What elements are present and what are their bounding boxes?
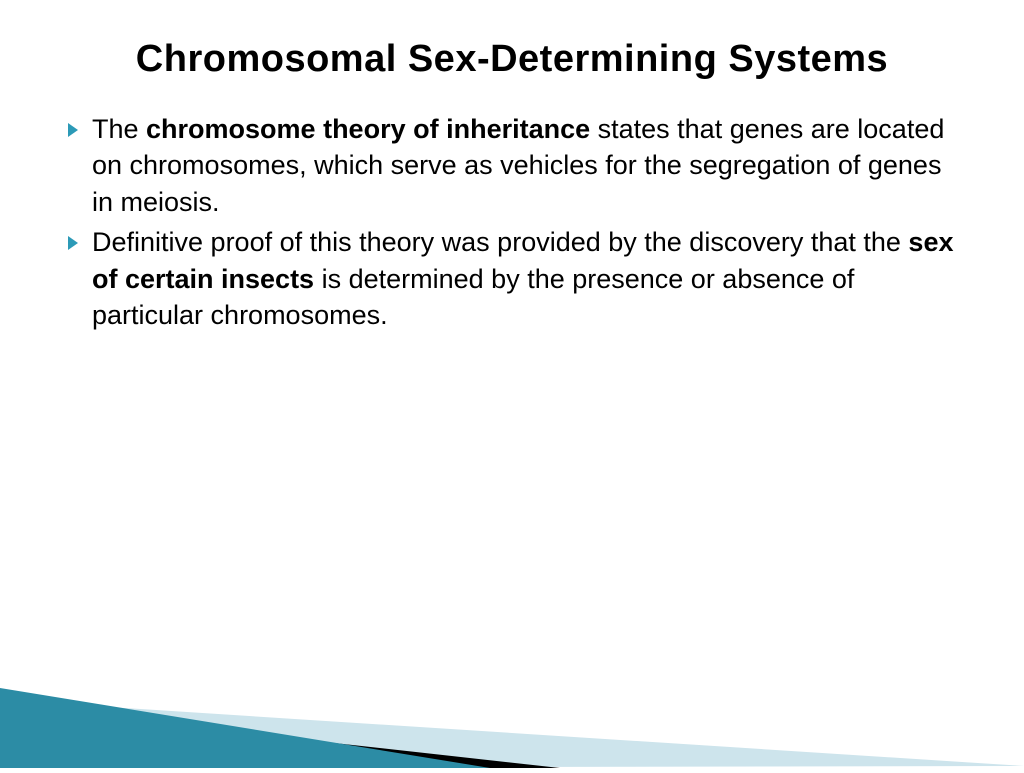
bullet-marker-icon [68,123,80,137]
text-run: Definitive proof of this theory was prov… [92,227,908,257]
content-area: The chromosome theory of inheritance sta… [0,111,1024,334]
bullet-text: Definitive proof of this theory was prov… [92,224,956,333]
bullet-item: Definitive proof of this theory was prov… [68,224,956,333]
bullet-item: The chromosome theory of inheritance sta… [68,111,956,220]
slide-title: Chromosomal Sex-Determining Systems [0,0,1024,111]
bullet-text: The chromosome theory of inheritance sta… [92,111,956,220]
bullet-marker-icon [68,236,80,250]
slide-decoration [0,588,1024,768]
text-run-bold: chromosome theory of inheritance [146,114,598,144]
text-run: The [92,114,146,144]
